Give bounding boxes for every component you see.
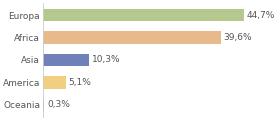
Bar: [43, 76, 66, 89]
Text: 39,6%: 39,6%: [224, 33, 252, 42]
Text: 10,3%: 10,3%: [92, 55, 121, 64]
Bar: [43, 54, 89, 66]
Text: 44,7%: 44,7%: [247, 11, 275, 20]
Bar: [43, 31, 221, 44]
Text: 5,1%: 5,1%: [69, 78, 92, 87]
Bar: [43, 99, 44, 111]
Bar: [43, 9, 244, 21]
Text: 0,3%: 0,3%: [47, 100, 70, 109]
